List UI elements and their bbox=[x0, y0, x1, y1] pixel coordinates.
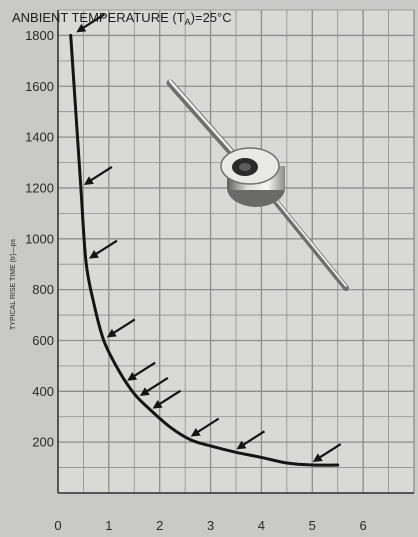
arrow-head bbox=[312, 453, 323, 463]
arrow-annotations bbox=[76, 13, 342, 463]
arrow-shaft bbox=[241, 430, 266, 447]
annotation-arrow bbox=[127, 361, 156, 381]
x-tick-labels: 0 1 2 3 4 5 6 bbox=[54, 518, 366, 533]
arrow-shaft bbox=[157, 389, 182, 406]
arrow-shaft bbox=[89, 166, 113, 182]
y-tick-label: 1000 bbox=[25, 231, 54, 246]
grid-lines bbox=[57, 9, 415, 494]
arrow-shaft bbox=[145, 377, 169, 393]
arrow-head bbox=[152, 400, 163, 409]
diode-lead-lower-highlight bbox=[267, 189, 347, 287]
arrow-head bbox=[83, 176, 94, 185]
arrow-head bbox=[127, 372, 138, 381]
y-axis-label: TYPICAL RISE TIME (tr)—ps bbox=[10, 238, 17, 330]
arrow-shaft bbox=[132, 361, 156, 378]
y-tick-label: 1400 bbox=[25, 130, 54, 145]
y-tick-label: 800 bbox=[32, 282, 54, 297]
arrow-head bbox=[76, 23, 87, 33]
annotation-arrow bbox=[139, 377, 169, 396]
arrow-shaft bbox=[81, 13, 105, 30]
y-tick-label: 600 bbox=[32, 333, 54, 348]
chart-title: ANBIENT TEMPERATURE (TA)=25°C bbox=[12, 10, 232, 27]
x-tick-label: 4 bbox=[258, 518, 265, 533]
x-tick-label: 2 bbox=[156, 518, 163, 533]
y-tick-label: 1800 bbox=[25, 28, 54, 43]
y-tick-label: 1200 bbox=[25, 180, 54, 195]
annotation-arrow bbox=[106, 318, 136, 338]
y-tick-labels: 200 400 600 800 1000 1200 1400 1600 1800 bbox=[25, 28, 54, 450]
annotation-arrow bbox=[152, 389, 182, 409]
x-tick-label: 0 bbox=[54, 518, 61, 533]
x-tick-label: 3 bbox=[207, 518, 214, 533]
annotation-arrow bbox=[76, 13, 105, 33]
arrow-head bbox=[190, 427, 201, 437]
diode-lead-lower bbox=[265, 189, 349, 291]
arrow-shaft bbox=[318, 443, 342, 459]
annotation-arrow bbox=[312, 443, 342, 463]
y-tick-label: 400 bbox=[32, 384, 54, 399]
arrow-head bbox=[106, 328, 117, 338]
arrow-shaft bbox=[94, 239, 118, 256]
arrow-head bbox=[236, 440, 247, 450]
x-tick-label: 5 bbox=[309, 518, 316, 533]
annotation-arrow bbox=[83, 166, 113, 185]
y-tick-label: 1600 bbox=[25, 79, 54, 94]
diode-cap-inner bbox=[239, 163, 251, 171]
annotation-arrow bbox=[88, 239, 118, 259]
arrow-shaft bbox=[196, 417, 220, 434]
arrow-head bbox=[139, 387, 150, 396]
annotation-arrow bbox=[236, 430, 266, 450]
arrow-shaft bbox=[112, 318, 136, 335]
x-tick-label: 6 bbox=[360, 518, 367, 533]
series-line bbox=[69, 33, 340, 467]
x-tick-label: 1 bbox=[105, 518, 112, 533]
y-tick-label: 200 bbox=[32, 435, 54, 450]
annotation-arrow bbox=[190, 417, 220, 437]
diode-illustration bbox=[166, 79, 349, 291]
arrow-head bbox=[88, 250, 99, 259]
